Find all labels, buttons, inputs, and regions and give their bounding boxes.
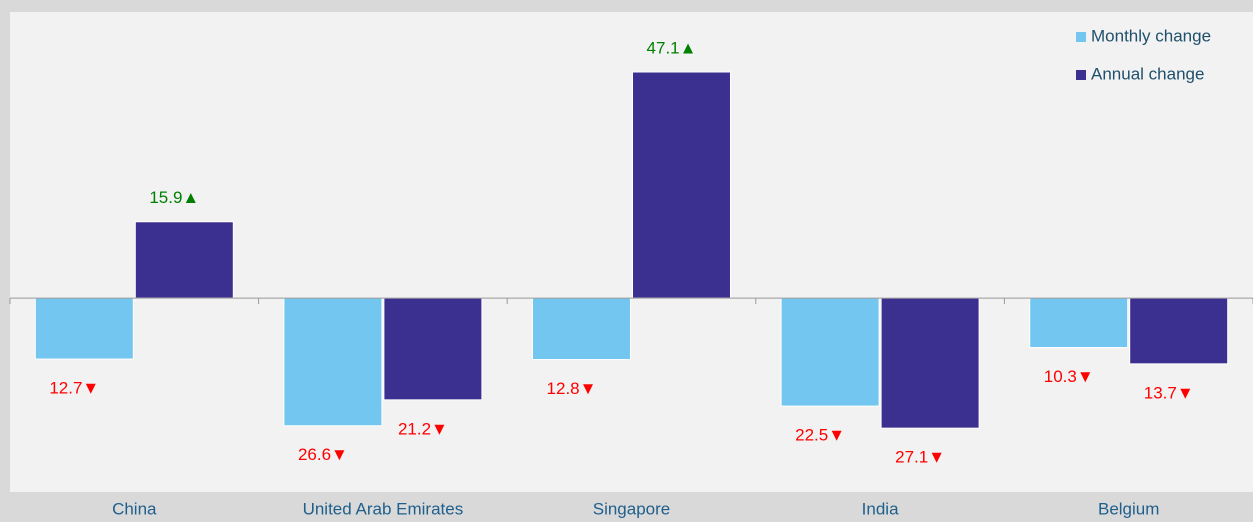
data-label: 12.7▼ [49,379,99,398]
x-tick-label: Singapore [593,499,671,518]
bar [383,297,483,401]
data-label: 22.5▼ [795,426,845,445]
data-label: 15.9▲ [149,188,199,207]
bar [283,297,383,427]
data-label: 27.1▼ [895,448,945,467]
bar [880,297,980,429]
bar [1129,297,1229,365]
legend-swatch [1076,70,1086,80]
data-label: 10.3▼ [1044,367,1094,386]
bar [1029,297,1129,349]
legend-swatch [1076,32,1086,42]
x-tick-label: United Arab Emirates [303,499,464,518]
bar [134,221,234,299]
x-tick-label: China [112,499,157,518]
bar [780,297,880,407]
bar [34,297,134,360]
data-label: 21.2▼ [398,419,448,438]
data-label: 26.6▼ [298,445,348,464]
legend-label: Monthly change [1091,26,1211,45]
data-label: 12.8▼ [547,379,597,398]
data-label: 47.1▲ [647,38,697,57]
bar [532,297,631,361]
x-tick-label: Belgium [1098,499,1159,518]
bar [632,71,731,299]
data-label: 13.7▼ [1144,383,1194,402]
legend-label: Annual change [1091,64,1204,83]
x-tick-label: India [862,499,899,518]
